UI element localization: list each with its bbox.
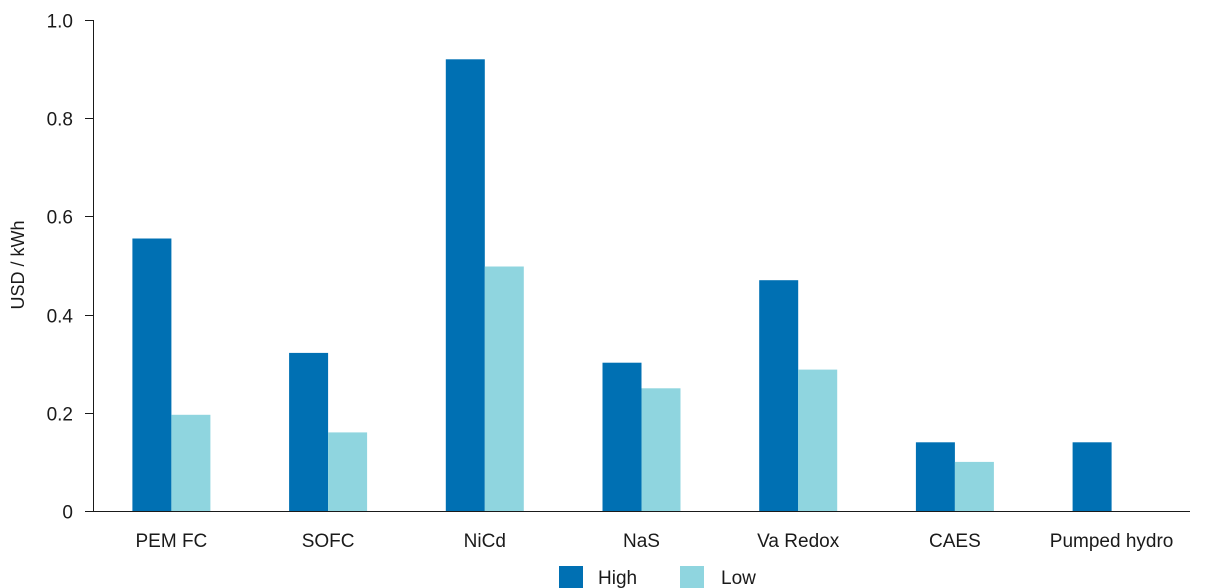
x-ticks-layer: PEM FC SOFC NiCd NaS Va Redox CAES Pumped hydr… xyxy=(136,531,1174,552)
bar-low-nicd xyxy=(484,266,524,511)
bar-high-pumped-hydro xyxy=(1072,442,1112,511)
bar-low-pem-fc xyxy=(171,414,211,511)
y-ticks-layer: 0 0.2 0.4 0.6 0.8 1.0 xyxy=(47,12,93,524)
bar-high-sofc xyxy=(289,352,329,511)
y-tick-label: 0.4 xyxy=(47,307,74,328)
legend-swatch-high xyxy=(559,566,583,588)
y-tick-label: 0.2 xyxy=(47,405,73,426)
x-tick-label: CAES xyxy=(929,531,981,552)
x-tick-label: SOFC xyxy=(302,531,355,552)
bar-high-nicd xyxy=(445,59,485,512)
legend-label-low: Low xyxy=(721,568,756,588)
y-axis-title-group: USD / kWh xyxy=(8,220,28,309)
y-tick-label: 0.6 xyxy=(47,208,73,229)
x-tick-label: Va Redox xyxy=(757,531,840,552)
x-tick-label: NiCd xyxy=(464,531,506,552)
x-tick-label: PEM FC xyxy=(136,531,208,552)
bar-high-nas xyxy=(602,362,642,511)
bars-layer xyxy=(132,59,1112,512)
legend-label-high: High xyxy=(598,568,637,588)
y-tick-label: 1.0 xyxy=(47,12,73,33)
bar-high-caes xyxy=(915,442,955,511)
legend-swatch-low xyxy=(680,566,704,588)
legend: High Low xyxy=(559,566,756,588)
axes-layer xyxy=(93,20,1190,512)
y-axis-title: USD / kWh xyxy=(8,220,28,309)
x-tick-label: NaS xyxy=(623,531,660,552)
bar-high-pem-fc xyxy=(132,238,172,511)
bar-low-va-redox xyxy=(798,369,838,511)
x-tick-label: Pumped hydro xyxy=(1050,531,1174,552)
y-tick-label: 0 xyxy=(62,503,73,524)
y-tick-label: 0.8 xyxy=(47,110,73,131)
bar-low-sofc xyxy=(328,432,368,511)
bar-low-nas xyxy=(641,388,681,512)
bar-low-caes xyxy=(954,461,994,511)
bar-high-va-redox xyxy=(759,280,799,511)
